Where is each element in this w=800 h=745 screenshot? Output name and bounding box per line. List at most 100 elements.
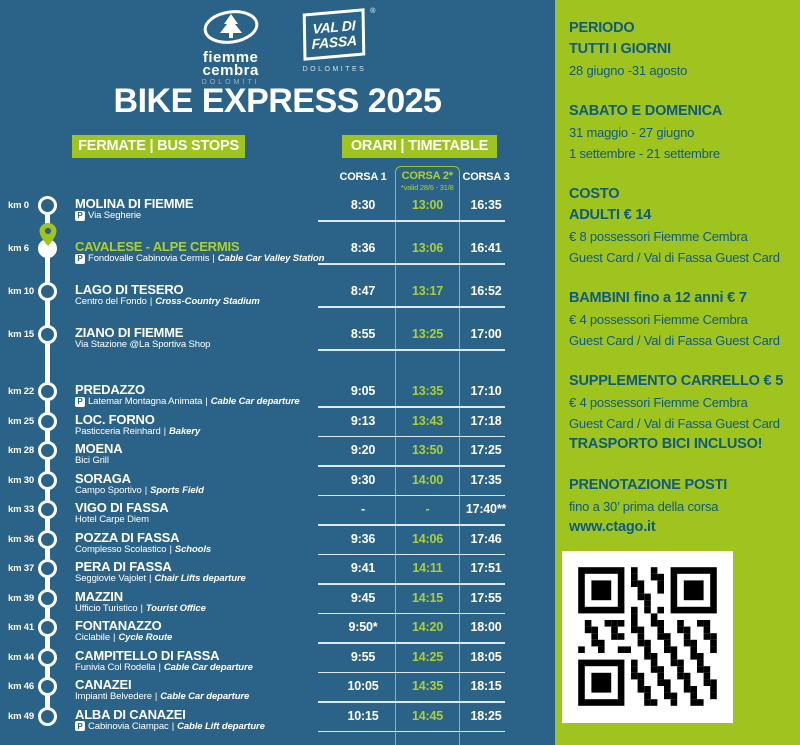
subtitle-separator: | [158, 661, 161, 673]
stop-subtitle-english: Chair Lifts departure [154, 573, 246, 584]
stop-km-label: km 46 [8, 681, 34, 692]
subtitle-separator: | [169, 543, 172, 555]
route-timeline [45, 209, 50, 716]
info-block: BAMBINI fino a 12 anni € 7 € 4 possessori… [569, 288, 792, 351]
subtitle-separator: | [154, 691, 158, 702]
parking-icon: P [75, 396, 85, 407]
info-line: 1 settembre - 21 settembre [569, 146, 720, 161]
table-row: km 0 MOLINA DI FIEMME P Via Segherie | 8… [0, 196, 555, 239]
timeline-node [38, 706, 57, 726]
time-corsa1: 8:36 [350, 241, 376, 255]
stop-subtitle: P Hotel Carpe Diem | [75, 514, 149, 525]
stop-name: MOLINA DI FIEMME [75, 196, 194, 211]
stop-km-label: km 28 [8, 445, 34, 456]
val-di-fassa-box: VAL DI FASSA [302, 8, 365, 61]
time-corsa1: 10:15 [347, 708, 379, 723]
stop-subtitle: P Ciclabile | Cycle Route [75, 632, 172, 643]
stop-subtitle-italian: Campo Sportivo [75, 484, 142, 496]
info-line: PERIODO [569, 20, 635, 36]
row-divider [318, 730, 505, 732]
timetable-header-chip: ORARI | TIMETABLE [342, 135, 497, 158]
column-header-corsa1: CORSA 1 [339, 171, 387, 183]
subtitle-separator: | [171, 720, 175, 732]
time-corsa1: 9:41 [350, 561, 376, 575]
row-divider [318, 553, 505, 555]
info-line: SUPPLEMENTO CARRELLO € 5 [569, 373, 784, 389]
qr-code[interactable] [562, 551, 733, 723]
fiemme-logo-line2: cembra [202, 62, 259, 79]
stop-subtitle-english: Cable Lift departure [177, 720, 265, 732]
stop-subtitle-italian: Cabinovia Ciampac [88, 720, 169, 732]
stop-subtitle-italian: Fondovalle Cabinovia Cermis [88, 253, 210, 264]
info-block: COSTO ADULTI € 14 € 8 possessori Fiemme Ce… [569, 184, 792, 268]
info-line: ADULTI € 14 [569, 207, 652, 223]
time-corsa3: 18:05 [470, 649, 502, 664]
stop-subtitle-italian: Funivia Col Rodella [75, 661, 156, 673]
time-corsa3: 17:55 [470, 590, 502, 605]
time-corsa2: 14:45 [412, 708, 443, 723]
stop-subtitle-italian: Hotel Carpe Diem [75, 514, 149, 525]
time-corsa3: 17:10 [470, 384, 502, 398]
table-row: km 25 LOC. FORNO P Pasticceria Reinhard … [0, 411, 555, 442]
timeline-node [38, 618, 57, 637]
info-line: 28 giugno -31 agosto [569, 63, 688, 78]
info-line: Guest Card / Val di Fassa Guest Card [569, 333, 780, 348]
timeline-node [38, 325, 57, 344]
corsa2-highlight-column: CORSA 2* *valid 28/6 - 31/8 [395, 166, 460, 745]
stop-name: VIGO DI FASSA [75, 500, 169, 515]
row-divider [318, 465, 505, 467]
stop-subtitle-english: Cross-Country Stadium [155, 296, 260, 307]
stop-name: LAGO DI TESERO [75, 282, 184, 297]
info-block: SUPPLEMENTO CARRELLO € 5 € 4 possessori F… [569, 371, 792, 455]
info-line: Guest Card / Val di Fassa Guest Card [569, 416, 780, 431]
timeline-node [38, 559, 57, 578]
time-corsa3: 17:18 [470, 413, 502, 428]
timeline-node [38, 411, 57, 431]
info-line: PRENOTAZIONE POSTI [569, 477, 728, 493]
timeline-node [38, 529, 57, 549]
stop-km-label: km 33 [8, 504, 34, 515]
column-header-corsa2: CORSA 2* [401, 170, 453, 182]
stop-name: FONTANAZZO [75, 618, 162, 633]
stop-subtitle-italian: Seggiovie Vajolet [75, 573, 147, 584]
page-title: BIKE EXPRESS 2025 [113, 82, 442, 120]
stop-subtitle: P Complesso Scolastico | Schools [75, 544, 211, 555]
timeline-node [38, 282, 57, 301]
qr-code-pattern [578, 567, 717, 706]
info-line: COSTO [569, 186, 620, 202]
info-block: SABATO E DOMENICA 31 maggio - 27 giugno 1 … [569, 101, 792, 164]
table-row: km 36 POZZA DI FASSA P Complesso Scolast… [0, 529, 555, 560]
website-link[interactable]: www.ctago.it [569, 519, 656, 535]
fiemme-cembra-logo: fiemme cembra DOLOMITI [189, 8, 273, 86]
stop-subtitle-italian: Ciclabile [75, 632, 111, 643]
time-corsa2: 13:17 [412, 284, 443, 298]
bus-stops-header-chip: FERMATE | BUS STOPS [72, 135, 245, 158]
table-row: km 41 FONTANAZZO P Ciclabile | Cycle Rou… [0, 618, 555, 648]
info-text: PERIODO TUTTI I GIORNI 28 giugno -31 agost… [569, 18, 792, 538]
stop-subtitle: P Impianti Belvedere | Cable Car departu… [75, 691, 249, 702]
stops-list: km 0 MOLINA DI FIEMME P Via Segherie | 8… [0, 196, 555, 736]
time-corsa2: 13:43 [412, 413, 443, 428]
time-corsa1: - [361, 502, 365, 516]
table-row: km 37 PERA DI FASSA P Seggiovie Vajolet … [0, 559, 555, 589]
time-corsa1: 9:05 [350, 384, 376, 398]
row-divider [318, 612, 505, 614]
time-corsa3: 17:35 [470, 472, 502, 487]
stop-name: SORAGA [75, 470, 131, 486]
table-row: km 39 MAZZIN P Ufficio Turistico | Touri… [0, 588, 555, 619]
time-corsa2: 14:25 [412, 649, 443, 664]
column-header-corsa3: CORSA 3 [462, 171, 510, 183]
time-corsa2: 13:50 [412, 443, 443, 457]
table-row: km 49 ALBA DI CANAZEI P Cabinovia Ciampa… [0, 706, 555, 737]
stop-subtitle-english: Cable Car departure [210, 396, 300, 407]
fiemme-tree-icon [203, 10, 258, 44]
subtitle-separator: | [205, 396, 208, 407]
row-divider [318, 435, 505, 437]
info-line: € 4 possessori Fiemme Cembra [569, 312, 748, 327]
stop-subtitle-english: Cable Car Valley Station [217, 253, 325, 264]
stop-subtitle-italian: Impianti Belvedere [75, 691, 152, 702]
info-block: PRENOTAZIONE POSTI fino a 30’ prima della… [569, 475, 792, 538]
timeline-node [38, 647, 57, 667]
time-corsa1: 9:36 [350, 531, 376, 546]
subtitle-separator: | [113, 632, 116, 643]
